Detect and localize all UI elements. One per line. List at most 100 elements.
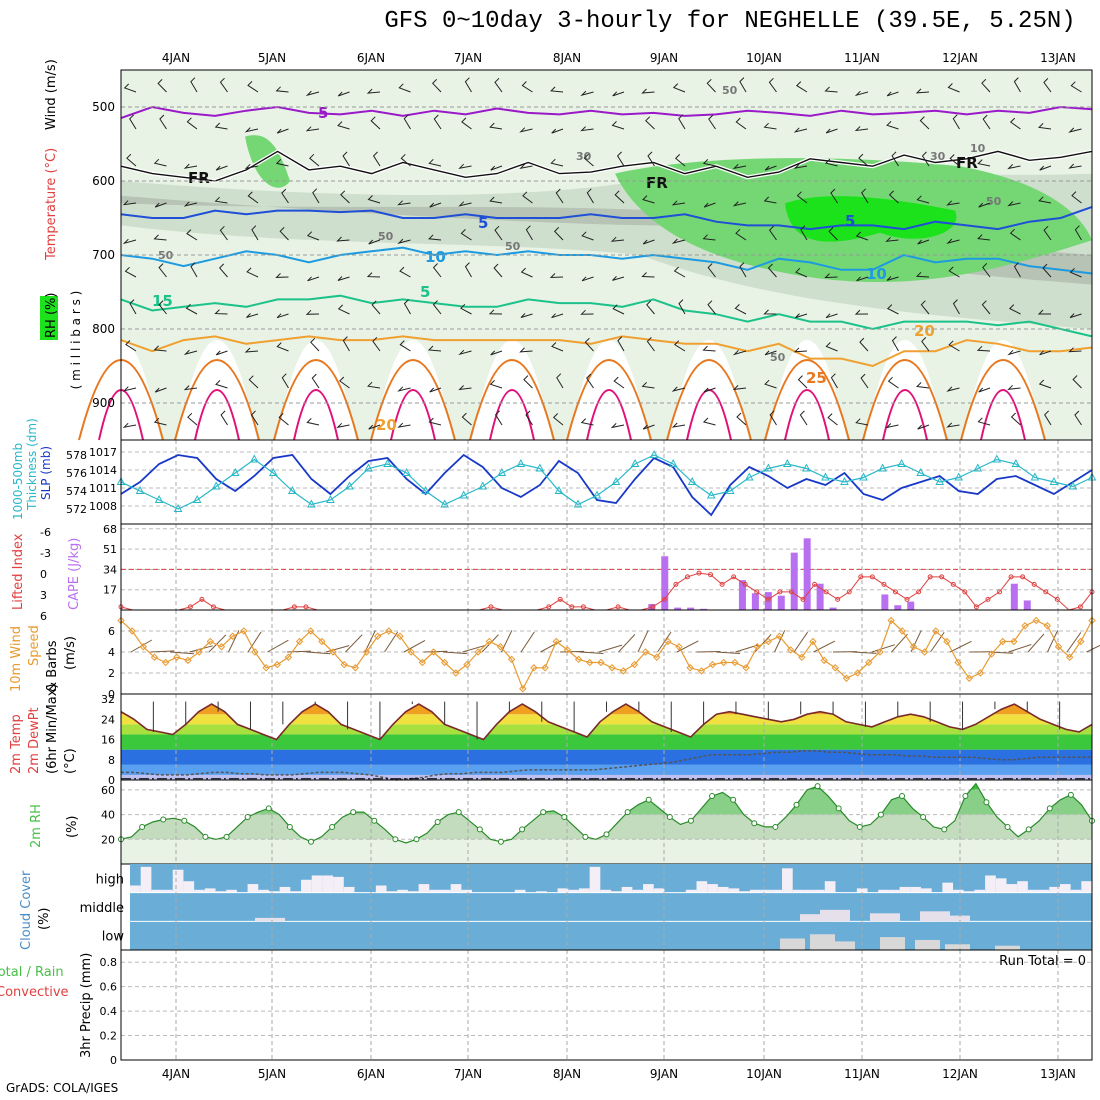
wind-barb bbox=[124, 266, 137, 278]
wind-barb bbox=[617, 336, 625, 352]
wind-speed-marker bbox=[228, 632, 237, 640]
wind-speed-marker bbox=[206, 637, 214, 646]
contour-label: 5 bbox=[845, 212, 855, 230]
wind-speed-marker bbox=[920, 648, 929, 656]
thickness-marker bbox=[440, 499, 450, 508]
temp-band bbox=[121, 749, 1092, 765]
isotherm-line bbox=[469, 359, 555, 441]
wind-barb bbox=[859, 337, 869, 352]
isotherm-line bbox=[980, 389, 1026, 441]
wind-barb bbox=[795, 313, 808, 319]
cloud-bar bbox=[920, 888, 932, 893]
thickness-marker bbox=[1068, 481, 1078, 490]
cloud-bar bbox=[568, 889, 579, 893]
rh-color-bands bbox=[121, 783, 1092, 864]
rh-band-bright bbox=[785, 196, 957, 242]
precip-panel: 0 0.2 0.4 0.6 0.8 Run Total = 0 4JAN 5JAN 6JAN 7J… bbox=[0, 949, 1093, 1081]
wind-speed-marker bbox=[452, 669, 460, 677]
thickness-marker bbox=[364, 463, 373, 472]
wind-barb bbox=[367, 381, 381, 389]
isotherm-line bbox=[764, 359, 850, 441]
wind-barb bbox=[825, 128, 838, 134]
wind-ylabel: 10m Wind Speed & Barbs (m/s) bbox=[9, 625, 78, 692]
wind-barb bbox=[397, 386, 411, 392]
wind-barb bbox=[372, 151, 381, 167]
wind-barb bbox=[458, 201, 472, 207]
rh-marker bbox=[371, 817, 378, 824]
y-tick-label: 0.8 bbox=[100, 956, 118, 969]
cloud-bar bbox=[343, 886, 355, 893]
cape-bar bbox=[661, 556, 669, 610]
x-tick-label-top: 10JAN bbox=[746, 51, 782, 65]
y-tick-label: 2 bbox=[108, 667, 115, 680]
wind-barb bbox=[919, 116, 930, 130]
panel-frame bbox=[120, 523, 1093, 611]
rh-marker bbox=[983, 799, 990, 806]
wind-barb bbox=[952, 299, 960, 315]
wind-speed-marker bbox=[373, 632, 382, 640]
wind-barb bbox=[460, 229, 472, 241]
wind-barb bbox=[1042, 263, 1052, 278]
wind-barb bbox=[186, 117, 198, 130]
wind-barb bbox=[461, 412, 472, 426]
cloud-bar bbox=[194, 889, 205, 893]
wind-barb bbox=[250, 410, 259, 426]
rh-marker bbox=[223, 833, 230, 840]
cloud-bar bbox=[739, 891, 750, 893]
cloud-bar bbox=[1006, 884, 1018, 893]
thickness-marker bbox=[992, 454, 1002, 463]
wind-speed-marker bbox=[909, 643, 918, 651]
wind-speed-marker bbox=[719, 658, 728, 667]
wind-barb bbox=[702, 159, 716, 167]
x-tick-label-bottom: 12JAN bbox=[942, 1067, 978, 1081]
wind-speed-marker bbox=[597, 658, 605, 667]
wind-barb bbox=[618, 634, 636, 653]
wind-barb bbox=[1008, 304, 1021, 315]
cloud-bar bbox=[290, 891, 302, 893]
y-tick-label: 574 bbox=[66, 485, 87, 498]
wind-barb bbox=[490, 350, 503, 356]
wind-barb bbox=[183, 385, 198, 391]
cloud-bar bbox=[611, 891, 622, 893]
cape-bar bbox=[687, 607, 695, 610]
wind-barb bbox=[678, 299, 686, 315]
cloud-bar bbox=[942, 882, 954, 893]
isotherm-line bbox=[120, 335, 1093, 368]
wind-barb bbox=[520, 313, 533, 318]
wind-barb bbox=[813, 640, 836, 653]
wind-speed-marker bbox=[1054, 643, 1063, 651]
thickness-marker bbox=[268, 467, 278, 476]
wind-barb bbox=[611, 121, 625, 130]
wind-barb bbox=[153, 417, 167, 426]
wind-barb bbox=[981, 300, 991, 315]
rh-marker bbox=[941, 826, 948, 833]
wind-speed-marker bbox=[630, 660, 639, 669]
lifted-index-marker bbox=[731, 574, 737, 580]
wind-speed-marker bbox=[217, 643, 226, 651]
wind-barb bbox=[678, 114, 686, 130]
wind-barb bbox=[715, 651, 741, 654]
isotherm-line bbox=[862, 359, 948, 441]
wind-barb bbox=[310, 337, 320, 352]
wind-barb bbox=[551, 342, 564, 352]
y-label-li: Lifted Index bbox=[11, 533, 26, 610]
wind-barb bbox=[183, 163, 198, 169]
wind-speed-marker bbox=[932, 627, 940, 635]
wind-speed-marker bbox=[418, 658, 427, 667]
x-tick-label-top: 13JAN bbox=[1040, 51, 1076, 65]
wind-barb bbox=[612, 304, 625, 315]
contour-label: 5 bbox=[420, 283, 430, 301]
wind-barb bbox=[185, 303, 198, 315]
thickness-marker bbox=[230, 467, 240, 476]
isotherm-line bbox=[174, 359, 260, 441]
wind-panel: 0 2 4 6 10m Wind Speed & Barbs (m/s) bbox=[9, 609, 1100, 701]
temp-band bbox=[121, 774, 1092, 780]
cloud-bar bbox=[172, 869, 184, 893]
contour-label: 10 bbox=[866, 265, 887, 283]
wind-barb bbox=[855, 418, 869, 426]
cape-bar bbox=[816, 583, 824, 610]
thickness-marker bbox=[1011, 458, 1021, 467]
cloud-bar bbox=[600, 889, 611, 893]
wind-barb bbox=[556, 373, 564, 389]
cloud-bar bbox=[578, 888, 590, 893]
